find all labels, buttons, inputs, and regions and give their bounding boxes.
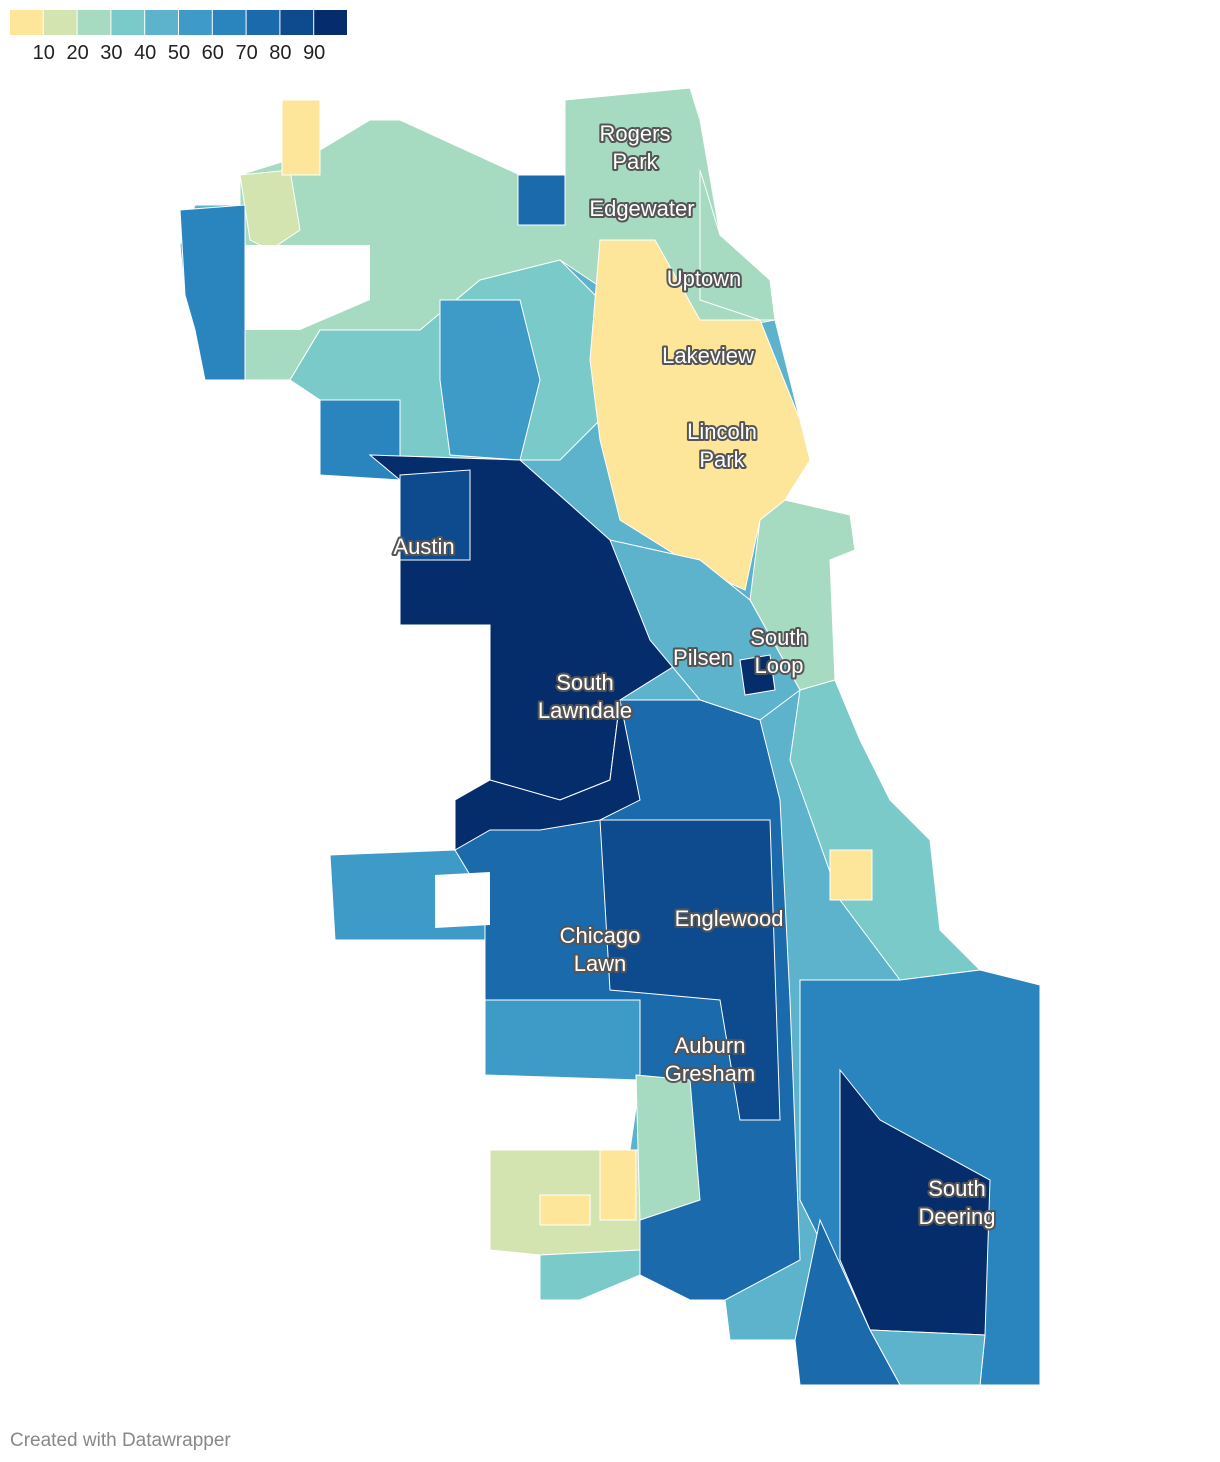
south-loop-area <box>739 654 776 696</box>
legend-label: 10 <box>33 42 55 64</box>
lakefront-south <box>789 679 982 981</box>
west-area <box>399 469 471 561</box>
legend-label: 90 <box>303 42 325 64</box>
place-labels: Rogers Park Edgewater Uptown Lakeview Lincoln… <box>391 119 997 1231</box>
legend-swatch <box>10 10 43 35</box>
legend-swatch <box>314 10 347 35</box>
footer: Created with Datawrapper <box>10 1430 231 1451</box>
place-label: Pilsen <box>673 645 733 670</box>
place-label: South <box>750 625 808 650</box>
englewood-area <box>599 819 781 1121</box>
legend-label: 40 <box>134 42 156 64</box>
place-label: Park <box>699 447 745 472</box>
legend-swatch <box>179 10 212 35</box>
southwest-area <box>599 1149 637 1221</box>
legend-label: 20 <box>66 42 88 64</box>
place-label: Lincoln <box>687 419 757 444</box>
legend-swatch <box>145 10 178 35</box>
southwest-area <box>539 1194 591 1226</box>
legend-label: 50 <box>168 42 190 64</box>
legend-swatch <box>246 10 280 35</box>
place-label: Austin <box>393 534 454 559</box>
place-label: South <box>928 1176 986 1201</box>
place-label: Park <box>612 149 658 174</box>
map-areas <box>179 87 1041 1386</box>
legend-swatch <box>43 10 77 35</box>
airport-gap <box>245 245 370 330</box>
north-area <box>281 99 321 176</box>
place-label: Lawndale <box>538 698 632 723</box>
west-area <box>179 204 246 381</box>
legend-swatch <box>77 10 111 35</box>
place-label: Englewood <box>675 906 784 931</box>
legend: 10 20 30 40 50 60 70 80 90 <box>10 10 347 64</box>
place-label: Uptown <box>667 266 742 291</box>
southwest-area <box>484 999 641 1081</box>
legend-label: 60 <box>202 42 224 64</box>
place-label: Lakeview <box>662 343 754 368</box>
southwest-area <box>635 1074 701 1221</box>
lakefront-area <box>699 169 776 321</box>
legend-swatch <box>280 10 314 35</box>
legend-label: 80 <box>269 42 291 64</box>
northwest-area <box>439 299 541 461</box>
place-label: Rogers <box>600 121 671 146</box>
place-label: Lawn <box>574 951 627 976</box>
englewood-area <box>454 699 641 851</box>
place-label: Gresham <box>665 1061 755 1086</box>
hyde-park <box>829 849 873 901</box>
place-label: South <box>556 670 614 695</box>
place-label: Loop <box>755 653 804 678</box>
place-label: Auburn <box>675 1033 746 1058</box>
place-label: Deering <box>918 1204 995 1229</box>
far-south-area <box>794 1218 901 1386</box>
north-area <box>517 174 566 226</box>
legend-label: 30 <box>100 42 122 64</box>
place-label: Chicago <box>560 923 641 948</box>
airport-gap <box>435 872 490 928</box>
southwest-area <box>539 1249 641 1301</box>
place-label: Edgewater <box>589 196 694 221</box>
legend-swatch <box>111 10 145 35</box>
legend-swatch <box>212 10 246 35</box>
legend-label: 70 <box>235 42 257 64</box>
